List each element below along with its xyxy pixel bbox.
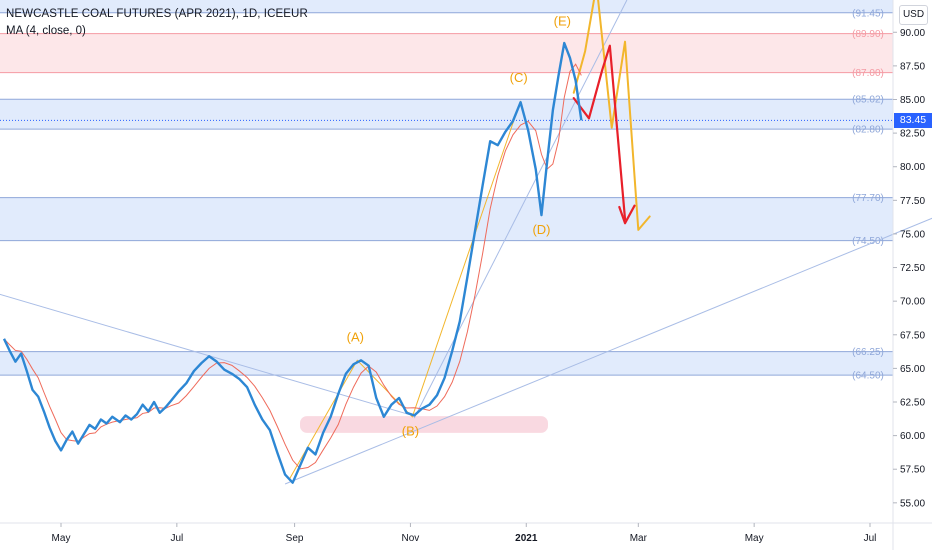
level-label: (87.00) <box>852 68 884 79</box>
ma-line <box>3 63 582 470</box>
y-tick-label: 62.50 <box>900 397 925 408</box>
chart-legend: NEWCASTLE COAL FUTURES (APR 2021), 1D, I… <box>6 6 308 40</box>
y-tick-label: 90.00 <box>900 28 925 39</box>
level-label: (77.70) <box>852 193 884 204</box>
band-74-77 <box>0 197 893 241</box>
level-label: (74.50) <box>852 236 884 247</box>
level-label: (89.90) <box>852 29 884 40</box>
y-tick-label: 82.50 <box>900 129 925 140</box>
band-83-85 <box>0 99 893 130</box>
red-arrow-head <box>618 204 636 225</box>
y-tick-label: 70.00 <box>900 297 925 308</box>
y-tick-label: 65.00 <box>900 364 925 375</box>
zone-bands <box>0 0 893 433</box>
level-label: (91.45) <box>852 8 884 19</box>
x-tick-label: Nov <box>402 533 420 544</box>
price-series <box>2 41 583 484</box>
support-highlight <box>300 416 548 433</box>
wave-label: (A) <box>347 329 364 344</box>
wave-label: (C) <box>510 70 528 85</box>
x-tick-label: May <box>52 533 71 544</box>
price-line <box>2 41 583 484</box>
symbol-title[interactable]: NEWCASTLE COAL FUTURES (APR 2021), 1D, I… <box>6 8 308 20</box>
y-tick-label: 72.50 <box>900 263 925 274</box>
band-91 <box>0 0 893 13</box>
wave-label: (E) <box>554 14 571 29</box>
red-scenario-path <box>572 44 627 221</box>
x-tick-label: Jul <box>864 533 877 544</box>
steep-uptrend-line <box>413 0 628 419</box>
level-label: (66.25) <box>852 347 884 358</box>
price-axis[interactable]: 55.00 57.50 60.00 62.50 65.00 67.50 70.00 72.50… <box>892 0 925 550</box>
level-lines: (91.45) (89.90) (87.00) (85.02) (82.80) (77.7… <box>0 8 893 382</box>
band-resistance-87-90 <box>0 33 893 73</box>
y-tick-label: 57.50 <box>900 465 925 476</box>
y-tick-label: 87.50 <box>900 61 925 72</box>
y-tick-label: 77.50 <box>900 196 925 207</box>
rising-support-line <box>284 217 932 485</box>
level-label: (64.50) <box>852 371 884 382</box>
y-tick-label: 67.50 <box>900 330 925 341</box>
wave-count-line <box>288 100 522 481</box>
orange-scenario-path <box>572 0 651 231</box>
currency-button[interactable]: USD <box>899 5 928 25</box>
wave-labels: (A) (B) (C) (D) (E) <box>347 14 571 439</box>
current-price-label: 83.45 <box>894 112 932 128</box>
y-tick-label: 60.00 <box>900 431 925 442</box>
x-tick-label: Jul <box>170 533 183 544</box>
y-tick-label: 55.00 <box>900 498 925 509</box>
x-tick-label: Sep <box>286 533 304 544</box>
time-axis[interactable]: May Jul Sep Nov 2021 Mar May Jul <box>0 522 932 544</box>
level-label: (82.80) <box>852 125 884 136</box>
x-tick-label: Mar <box>630 533 648 544</box>
trend-lines <box>0 0 932 485</box>
level-label: (85.02) <box>852 95 884 106</box>
wave-label: (D) <box>532 222 550 237</box>
downtrend-line <box>0 293 413 416</box>
projection-paths <box>572 0 651 231</box>
x-tick-label: May <box>745 533 764 544</box>
wave-label: (B) <box>402 424 419 439</box>
y-tick-label: 80.00 <box>900 162 925 173</box>
indicator-label[interactable]: MA (4, close, 0) <box>6 25 86 37</box>
y-tick-label: 85.00 <box>900 95 925 106</box>
x-tick-label: 2021 <box>515 533 538 544</box>
y-tick-label: 75.00 <box>900 229 925 240</box>
